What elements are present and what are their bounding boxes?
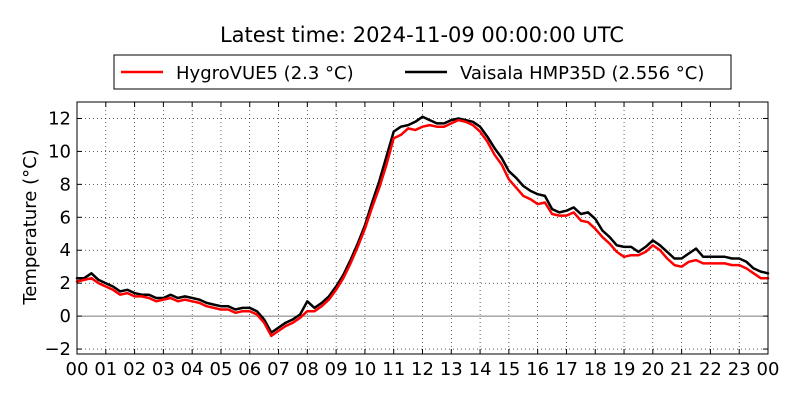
x-tick-label: 08 [296,359,319,380]
y-tick-label: 6 [60,207,71,228]
x-tick-label: 11 [382,359,405,380]
y-tick-label: 0 [60,306,71,327]
x-tick-label: 00 [757,359,780,380]
x-tick-label: 03 [152,359,175,380]
x-tick-label: 07 [267,359,290,380]
series-line-1 [75,115,770,334]
x-tick-label: 23 [728,359,751,380]
legend-label-hygrovue5: HygroVUE5 (2.3 °C) [176,63,354,84]
x-tick-label: 21 [670,359,693,380]
ticks: 00 01 02 03 04 05 06 07 08 09 10 11 12 13 14 15 16 17 18 19… [44,102,779,380]
x-tick-label: 20 [641,359,664,380]
x-tick-label: 17 [555,359,578,380]
x-tick-label: 00 [66,359,89,380]
x-tick-label: 01 [94,359,117,380]
x-tick-label: 12 [411,359,434,380]
x-tick-label: 22 [699,359,722,380]
x-tick-label: 10 [353,359,376,380]
x-tick-label: 13 [440,359,463,380]
y-tick-label: 10 [48,141,71,162]
x-tick-label: 02 [123,359,146,380]
chart-title: Latest time: 2024-11-09 00:00:00 UTC [220,23,624,47]
x-tick-label: 19 [613,359,636,380]
legend: HygroVUE5 (2.3 °C) Vaisala HMP35D (2.556… [113,54,732,90]
y-tick-label: 12 [48,108,71,129]
x-tick-label: 09 [325,359,348,380]
y-tick-label: 2 [60,273,71,294]
x-tick-label: 15 [497,359,520,380]
x-tick-label: 05 [210,359,233,380]
x-tick-label: 14 [469,359,492,380]
y-axis-label: Temperature (°C) [20,149,41,305]
x-tick-label: 16 [526,359,549,380]
x-tick-label: 18 [584,359,607,380]
y-tick-label: 4 [60,240,71,261]
series-layer [75,115,770,338]
y-tick-label: 8 [60,174,71,195]
y-tick-label: −2 [44,339,71,360]
legend-label-vaisala: Vaisala HMP35D (2.556 °C) [460,63,704,84]
x-tick-label: 04 [181,359,204,380]
series-line-0 [75,118,770,338]
x-tick-label: 06 [238,359,261,380]
